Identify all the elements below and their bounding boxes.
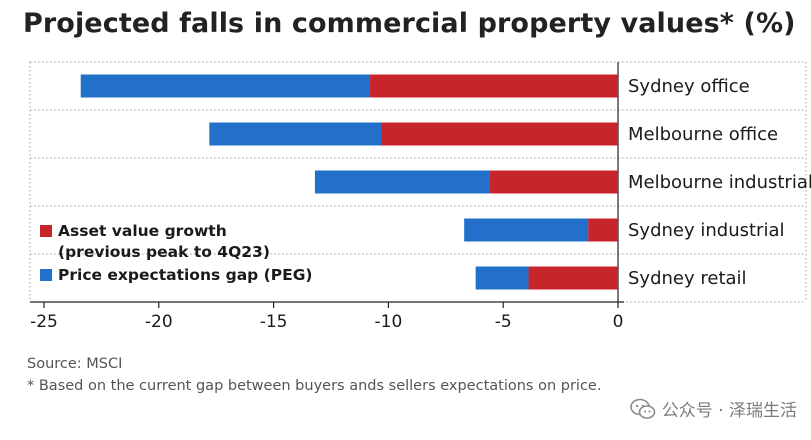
source-note: Source: MSCI [27,356,123,372]
bar-asset-value-growth [588,218,618,242]
x-tick-label: -15 [260,312,288,332]
watermark-text: 公众号 · 泽瑞生活 [661,401,797,421]
x-tick-label: 0 [613,312,624,332]
footnote: * Based on the current gap between buyer… [27,378,602,394]
legend: Asset value growth (previous peak to 4Q23… [40,222,313,284]
watermark: 公众号 · 泽瑞生活 [629,396,797,421]
wechat-icon [629,398,656,419]
x-tick-label: -25 [30,312,58,332]
legend-swatch-price-expectations-gap [40,269,52,281]
legend-label-line: (previous peak to 4Q23) [58,243,270,261]
category-label: Melbourne office [628,124,778,145]
bar-price-expectations-gap [464,218,589,242]
bar-asset-value-growth [528,266,618,290]
bar-asset-value-growth [370,74,618,98]
bar-price-expectations-gap [80,74,371,98]
category-labels: Sydney office Melbourne office Melbourne i… [628,76,811,289]
bar-asset-value-growth [489,170,618,194]
bar-price-expectations-gap [314,170,490,194]
category-label: Sydney retail [628,268,747,289]
bars [80,74,618,290]
x-tick-label: -20 [145,312,173,332]
legend-label-asset-value-growth: Asset value growth (previous peak to 4Q23… [58,222,270,261]
x-axis: -25 -20 -15 -10 -5 0 [30,301,624,332]
category-label: Sydney office [628,76,750,97]
bar-price-expectations-gap [475,266,529,290]
chart-title: Projected falls in commercial property v… [23,8,796,39]
x-tick-label: -10 [375,312,403,332]
bar-asset-value-growth [381,122,618,146]
legend-label-line: Asset value growth [58,222,227,240]
bar-price-expectations-gap [209,122,382,146]
legend-swatch-asset-value-growth [40,225,52,237]
category-label: Sydney industrial [628,220,784,241]
x-tick-label: -5 [495,312,512,332]
legend-label-price-expectations-gap: Price expectations gap (PEG) [58,266,313,284]
category-label: Melbourne industrial [628,172,811,193]
